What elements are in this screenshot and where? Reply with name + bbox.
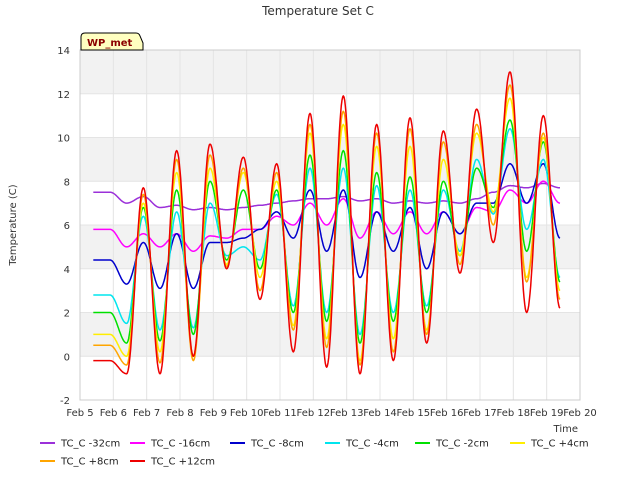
series-layer <box>93 71 561 375</box>
x-tick-label: Feb 5 <box>66 408 93 419</box>
plot-band <box>80 137 580 182</box>
legend-label-tc-c-8cm: TC_C -8cm <box>250 439 304 450</box>
x-tick-label: Feb 19 <box>530 408 564 419</box>
x-tick-label: Feb 6 <box>100 408 127 419</box>
x-tick-label: Feb 10 <box>230 408 264 419</box>
y-axis-ticks: -2 0 2 4 6 8 10 12 14 <box>57 46 70 407</box>
plot-frame <box>79 49 581 401</box>
legend-label-tc-c-32cm: TC_C -32cm <box>60 439 120 450</box>
x-tick-label: Feb 18 <box>497 408 531 419</box>
legend-label-tc-c-4cm: TC_C -4cm <box>345 439 399 450</box>
legend-label-tc-c-2cm: TC_C -2cm <box>435 439 489 450</box>
series-line-tc-c-12cm <box>93 71 561 375</box>
x-tick-label: Feb 9 <box>200 408 227 419</box>
x-tick-label: Feb 20 <box>563 408 597 419</box>
x-tick-label: Feb 7 <box>133 408 160 419</box>
y-axis-label: Temperature (C) <box>8 184 19 266</box>
legend-label-tc-c-4cm: TC_C +4cm <box>530 439 589 450</box>
x-tick-label: Feb 16 <box>430 408 464 419</box>
x-axis-ticks: Feb 5 Feb 6 Feb 7 Feb 8 Feb 9 Feb 10 Feb 11 Feb… <box>66 408 596 419</box>
y-tick-label: 6 <box>64 221 70 232</box>
wp-met-badge: WP_met <box>80 32 144 51</box>
y-tick-label: 4 <box>64 265 70 276</box>
x-tick-label: Feb 12 <box>297 408 331 419</box>
x-tick-label: Feb 15 <box>397 408 431 419</box>
y-tick-label: 2 <box>64 309 70 320</box>
legend-label-tc-c-8cm: TC_C +8cm <box>60 457 119 468</box>
legend: TC_C -32cm TC_C -16cm TC_C -8cm TC_C -4cm TC… <box>40 439 589 468</box>
legend-label-tc-c-16cm: TC_C -16cm <box>150 439 210 450</box>
badge-label: WP_met <box>87 38 133 49</box>
y-tick-label: 14 <box>57 46 70 57</box>
x-tick-label: Feb 8 <box>166 408 193 419</box>
x-tick-label: Feb 11 <box>263 408 297 419</box>
y-tick-label: 0 <box>64 352 70 363</box>
y-tick-label: 12 <box>57 90 70 101</box>
y-tick-label: 8 <box>64 177 70 188</box>
y-tick-label: 10 <box>57 134 70 145</box>
legend-label-tc-c-12cm: TC_C +12cm <box>150 457 215 468</box>
badge-shape <box>80 32 144 51</box>
x-axis-label: Time <box>553 424 578 435</box>
plot-band <box>80 50 580 94</box>
chart-title: Temperature Set C <box>261 4 374 18</box>
x-tick-label: Feb 14 <box>363 408 397 419</box>
x-tick-label: Feb 17 <box>463 408 497 419</box>
y-tick-label: -2 <box>60 396 70 407</box>
x-tick-label: Feb 13 <box>330 408 364 419</box>
series-line-tc-c-4cm <box>93 128 561 336</box>
